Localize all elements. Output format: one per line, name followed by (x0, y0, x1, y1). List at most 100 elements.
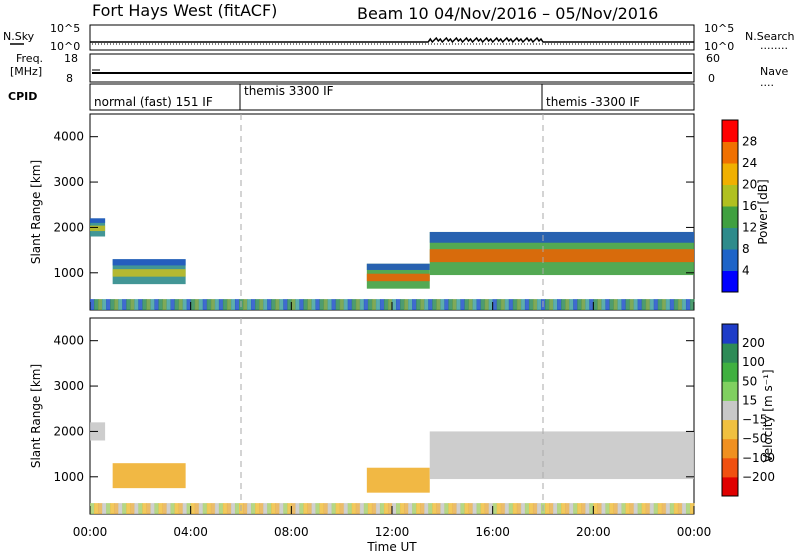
ground-scatter-cell (480, 299, 486, 310)
power-yticks: 1000 2000 3000 4000 (53, 130, 694, 280)
ground-scatter-cell (355, 503, 361, 514)
colorbar-tick-0: 200 (742, 336, 765, 350)
velocity-colorbar-label: Velocity [m s⁻¹] (761, 369, 775, 462)
ground-scatter-cell (516, 299, 522, 310)
ground-scatter-cell (343, 299, 349, 310)
ground-scatter-cell (536, 299, 542, 310)
freq-tick-right-bottom: 0 (708, 72, 715, 85)
ground-scatter-cell (162, 299, 168, 310)
ground-scatter-cell (681, 503, 687, 514)
ground-scatter-cell (347, 503, 353, 514)
ground-scatter-cell (597, 299, 602, 310)
ground-scatter-cell (569, 503, 574, 514)
ground-scatter-cell (577, 299, 582, 310)
ground-scatter-cell (496, 299, 502, 310)
ground-scatter-cell (182, 299, 188, 310)
ground-scatter-cell (472, 299, 478, 310)
ground-scatter-cell (605, 299, 610, 310)
ground-scatter-cell (436, 299, 441, 310)
ground-scatter-cell (536, 503, 542, 514)
ground-scatter-cell (689, 299, 695, 310)
ground-scatter-cell (335, 299, 341, 310)
ground-scatter-cell (230, 503, 236, 514)
colorbar-tick-7: −200 (742, 470, 775, 484)
velocity-ylabel: Slant Range [km] (29, 364, 43, 468)
ground-scatter-cell (488, 503, 494, 514)
noise-left-label: N.Sky (3, 30, 35, 43)
ground-scatter-cell (416, 503, 421, 514)
ground-scatter-cell (448, 299, 453, 310)
ground-scatter-cell (327, 299, 333, 310)
ground-scatter-cell (138, 503, 143, 514)
ground-scatter-cell (331, 503, 337, 514)
cpid-panel: CPID normal (fast) 151 IF themis 3300 IF… (8, 83, 695, 111)
power-ylabel: Slant Range [km] (29, 160, 43, 264)
noise-right-label: N.Search (745, 30, 795, 43)
time-xticks: 00:00 04:00 08:00 12:00 16:00 20:00 00:00 (73, 302, 711, 539)
ground-scatter-cell (230, 299, 236, 310)
ground-scatter-cell (106, 503, 111, 514)
cpid-label: CPID (8, 90, 37, 103)
ground-scatter-cell (681, 299, 687, 310)
ground-scatter-cell (653, 299, 659, 310)
power-colorbar: 4 8 12 16 20 24 28 (721, 119, 757, 293)
colorbar-segment-0 (722, 476, 738, 497)
ground-scatter-cell (524, 299, 530, 310)
ground-scatter-cell (673, 503, 679, 514)
ground-scatter-cell (247, 299, 252, 310)
ground-scatter-cell (355, 299, 361, 310)
ground-scatter-cell (130, 503, 135, 514)
ground-scatter-cell (367, 299, 373, 310)
ground-scatter-cell (601, 299, 606, 310)
ground-scatter-cell (110, 299, 115, 310)
scatter-core-1 (112, 269, 186, 277)
ground-scatter-cell (512, 299, 518, 310)
ground-scatter-cell (287, 503, 292, 514)
nave-label: Nave (760, 65, 788, 78)
ground-scatter-cell (315, 299, 321, 310)
ground-scatter-cell (106, 299, 111, 310)
colorbar-segment-4 (722, 400, 738, 421)
ground-scatter-cell (545, 299, 550, 310)
ground-scatter-cell (98, 299, 103, 310)
ground-scatter-cell (476, 299, 482, 310)
ground-scatter-cell (170, 299, 176, 310)
ground-scatter-cell (504, 299, 510, 310)
ground-scatter-cell (291, 503, 296, 514)
ground-scatter-cell (396, 503, 401, 514)
ground-scatter-cell (303, 503, 308, 514)
freq-trace (92, 69, 692, 74)
cpid-segment-3: themis -3300 IF (546, 95, 640, 109)
ground-scatter-cell (392, 503, 397, 514)
ground-scatter-cell (363, 503, 369, 514)
ground-scatter-cell (428, 503, 433, 514)
colorbar-segment-3 (722, 419, 738, 440)
colorbar-tick-4: −15 (742, 413, 767, 427)
ground-scatter-cell (327, 503, 333, 514)
ground-scatter-cell (500, 299, 506, 310)
ground-scatter-cell (661, 299, 667, 310)
ground-scatter-cell (226, 299, 232, 310)
power-panel: 1000 2000 3000 4000 Slant Range [km] 4 8 12 16… (29, 113, 770, 311)
colorbar-tick-1: 100 (742, 355, 765, 369)
ground-scatter-cell (436, 503, 441, 514)
ground-scatter-cell (605, 503, 610, 514)
colorbar-tick-5: 24 (742, 156, 757, 170)
ground-scatter-cell (138, 299, 143, 310)
ground-scatter-cell (263, 503, 268, 514)
ground-scatter-cell (528, 503, 534, 514)
ground-scatter-cell (214, 503, 220, 514)
ground-scatter-cell (202, 299, 208, 310)
colorbar-segment-6 (722, 141, 738, 164)
noise-tick-right-top: 10^5 (704, 22, 734, 35)
noise-panel: N.Sky 10^5 10^0 10^5 10^0 N.Search .....… (3, 22, 795, 53)
colorbar-segment-7 (722, 120, 738, 142)
ground-scatter-cell (383, 503, 389, 514)
ground-scatter-cell (371, 299, 377, 310)
ground-scatter-cell (460, 299, 465, 310)
colorbar-segment-0 (722, 270, 738, 293)
beam-label: Beam 10 (357, 4, 429, 23)
colorbar-frame (721, 119, 739, 293)
ground-scatter-cell (649, 299, 655, 310)
ground-scatter-cell (279, 299, 284, 310)
